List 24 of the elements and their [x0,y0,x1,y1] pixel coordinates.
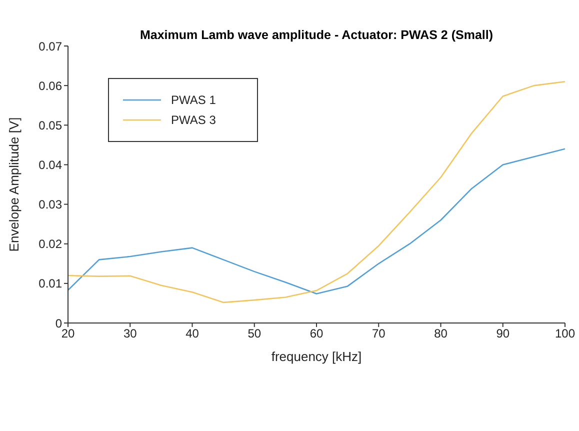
x-tick-label: 100 [554,326,576,341]
x-axis-title: frequency [kHz] [271,349,362,364]
x-tick-label: 50 [248,326,262,341]
x-tick-label: 20 [61,326,75,341]
x-tick-label: 70 [372,326,386,341]
line-series [68,148,565,294]
x-tick-label: 30 [123,326,138,341]
y-tick-label: 0.01 [38,276,62,291]
y-tick-label: 0.07 [38,39,62,54]
line-series [68,80,565,304]
y-tick-label: 0.05 [38,118,62,132]
y-tick-label: 0.04 [38,158,62,172]
x-tick-label: 80 [434,326,448,341]
y-tick-label: 0.03 [38,198,62,212]
legend-label: PWAS 3 [171,113,216,127]
y-axis-title: Envelope Amplitude [V] [6,117,22,252]
y-tick-label: 0 [55,316,62,330]
x-tick-label: 90 [496,326,510,341]
y-tick-label: 0.06 [38,78,62,93]
legend-label: PWAS 1 [171,93,216,107]
x-tick-label: 60 [310,326,324,341]
x-tick-label: 40 [186,326,200,341]
chart-title: Maximum Lamb wave amplitude - Actuator: PWAS 2 (Small) [138,28,494,42]
y-tick-label: 0.02 [38,237,62,252]
